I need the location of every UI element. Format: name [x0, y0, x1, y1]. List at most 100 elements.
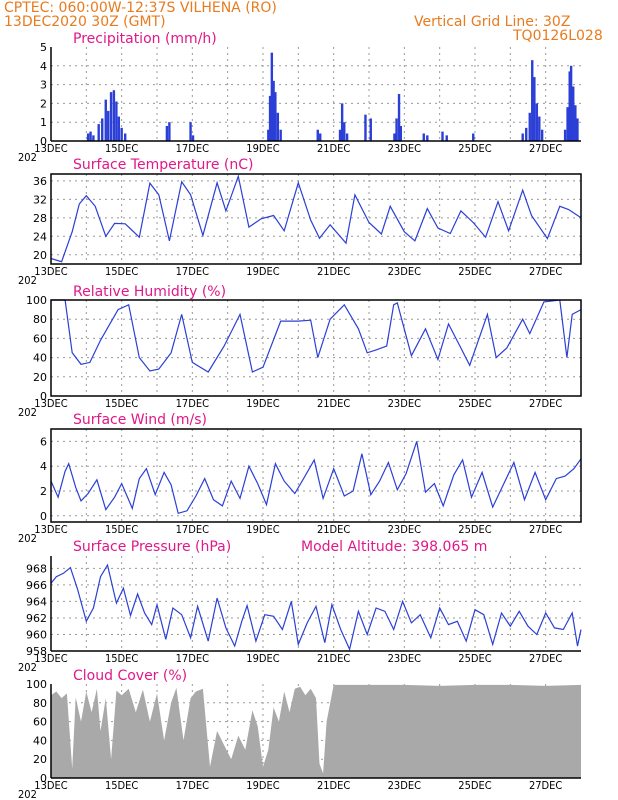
panel-3: 0 20 40 60 80 100 13DEC 15DEC 17DEC 19DEC 21DEC 23D…: [18, 284, 582, 419]
y-tick-label: 100: [26, 294, 47, 307]
precip-bar: [107, 110, 110, 141]
precip-bar: [568, 71, 571, 141]
precip-bar: [535, 103, 539, 141]
y-tick-label: 960: [26, 628, 47, 641]
x-tick-label: 19DEC: [246, 652, 279, 665]
x-tick-label: 15DEC: [105, 523, 138, 536]
y-tick-label: 60: [33, 716, 47, 729]
x-tick-label: 13DEC: [34, 265, 67, 278]
precip-bar: [276, 112, 280, 141]
y-tick-label: 968: [26, 562, 47, 575]
precip-bar: [445, 135, 448, 141]
precip-bar: [92, 135, 95, 141]
y-tick-label: 4: [40, 60, 47, 73]
x-tick-year: 202: [18, 661, 37, 674]
precip-bar: [364, 114, 367, 141]
y-tick-label: 966: [26, 579, 47, 592]
precip-bar: [270, 52, 274, 141]
run-date: 13DEC2020 30Z (GMT): [4, 14, 166, 30]
precip-bar: [191, 135, 195, 141]
x-tick-label: 25DEC: [458, 397, 491, 410]
precip-bar: [115, 101, 118, 141]
x-tick-label: 23DEC: [388, 397, 421, 410]
y-tick-label: 2: [40, 97, 47, 110]
y-tick-label: 80: [33, 697, 47, 710]
y-tick-label: 0: [40, 510, 47, 523]
y-tick-label: 100: [26, 678, 47, 691]
x-tick-label: 15DEC: [105, 397, 138, 410]
panel-title: Relative Humidity (%): [73, 284, 226, 300]
x-tick-label: 27DEC: [529, 265, 562, 278]
x-tick-label: 23DEC: [388, 265, 421, 278]
precip-bar: [101, 118, 104, 141]
y-tick-label: 4: [40, 460, 47, 473]
precip-bar: [109, 92, 113, 141]
precip-bar: [340, 103, 344, 141]
x-tick-label: 13DEC: [34, 523, 67, 536]
x-tick-year: 202: [18, 532, 37, 545]
x-tick-label: 21DEC: [317, 142, 350, 155]
x-tick-label: 25DEC: [458, 142, 491, 155]
x-tick-label: 13DEC: [34, 397, 67, 410]
y-tick-label: 0: [40, 390, 47, 403]
y-tick-label: 1: [40, 116, 47, 129]
series-line: [50, 563, 582, 652]
precip-bar: [472, 133, 475, 141]
x-tick-label: 15DEC: [105, 142, 138, 155]
precip-bar: [86, 133, 90, 141]
x-tick-label: 15DEC: [105, 652, 138, 665]
x-tick-label: 19DEC: [246, 523, 279, 536]
precip-bar: [104, 99, 107, 141]
precip-bar: [395, 118, 398, 141]
x-tick-label: 17DEC: [176, 265, 209, 278]
y-tick-label: 28: [33, 212, 47, 225]
precip-bar: [399, 125, 402, 141]
y-tick-label: 0: [40, 135, 47, 148]
panel-frame: [50, 299, 582, 397]
panel-title: Cloud Cover (%): [73, 668, 187, 684]
x-tick-year: 202: [18, 788, 37, 800]
y-tick-label: 958: [26, 645, 47, 658]
precip-bar: [369, 118, 372, 141]
panel-4: 0 2 4 6 13DEC 15DEC 17DEC 19DEC 21DEC 23DEC 25DEC 2…: [18, 412, 582, 545]
y-tick-label: 20: [33, 371, 47, 384]
x-tick-year: 202: [18, 151, 37, 164]
model-code: TQ0126L028: [512, 28, 603, 44]
precip-bar: [279, 129, 282, 141]
panel-title: Surface Pressure (hPa): [73, 539, 231, 555]
location-header: CPTEC: 060:00W-12:37S VILHENA (RO): [4, 0, 277, 16]
precip-bar: [274, 92, 277, 141]
panel-5: 958 960 962 964 966 968 13DEC 15DEC 17DEC 19DEC 21…: [18, 539, 582, 674]
precip-bar: [165, 125, 169, 141]
precip-bar: [576, 118, 579, 141]
panel-subtitle: Model Altitude: 398.065 m: [301, 539, 487, 555]
grid-note: Vertical Grid Line: 30Z: [414, 14, 570, 30]
panel-frame: [50, 173, 582, 265]
x-tick-label: 27DEC: [529, 397, 562, 410]
precip-bar: [572, 86, 575, 141]
y-tick-label: 20: [33, 249, 47, 262]
series-line: [50, 174, 582, 263]
y-tick-label: 60: [33, 332, 47, 345]
precip-bar: [345, 133, 349, 141]
precip-bar: [267, 129, 270, 141]
x-tick-label: 19DEC: [246, 142, 279, 155]
precip-bar: [120, 127, 123, 141]
precip-bar: [422, 133, 425, 141]
x-tick-label: 15DEC: [105, 779, 138, 792]
x-tick-label: 13DEC: [34, 142, 67, 155]
precip-bar: [538, 116, 541, 141]
precip-bar: [97, 124, 100, 141]
precip-bar: [569, 65, 573, 141]
panel-6: 0 20 40 60 80 100 13DEC 15DEC 17DEC 19DEC 21DEC 23D…: [18, 668, 581, 800]
precip-bar: [112, 90, 116, 141]
x-tick-label: 19DEC: [246, 779, 279, 792]
y-tick-label: 36: [33, 175, 47, 188]
x-tick-label: 21DEC: [317, 397, 350, 410]
precip-bar: [540, 129, 544, 141]
x-tick-year: 202: [18, 274, 37, 287]
x-tick-label: 21DEC: [317, 265, 350, 278]
x-tick-label: 17DEC: [176, 523, 209, 536]
x-tick-year: 202: [18, 406, 37, 419]
